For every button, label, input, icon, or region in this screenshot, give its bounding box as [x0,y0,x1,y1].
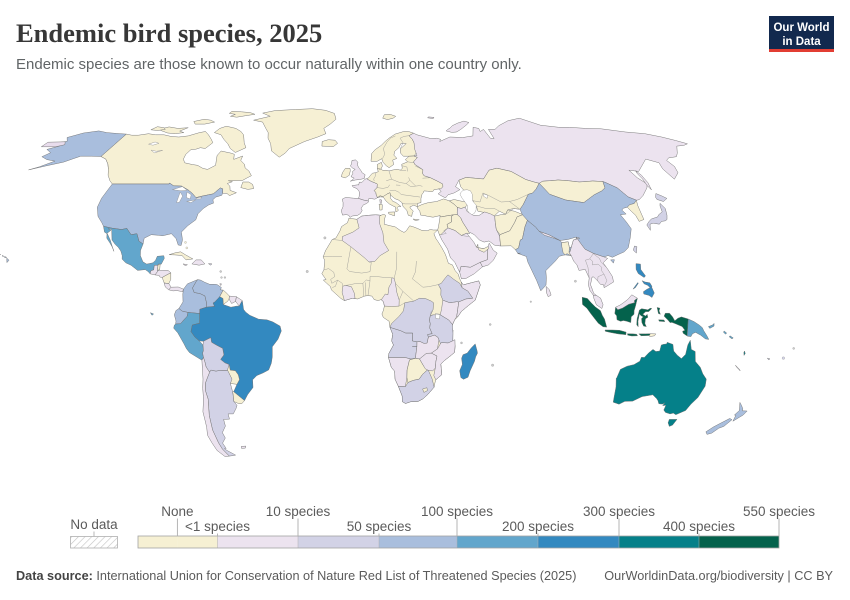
svg-text:300 species: 300 species [583,504,655,519]
svg-text:No data: No data [70,517,118,532]
svg-text:10 species: 10 species [266,504,331,519]
svg-text:<1 species: <1 species [185,519,250,534]
svg-text:550 species: 550 species [743,504,815,519]
svg-text:200 species: 200 species [502,519,574,534]
svg-text:400 species: 400 species [663,519,735,534]
svg-text:50 species: 50 species [347,519,412,534]
svg-text:None: None [161,504,193,519]
svg-text:100 species: 100 species [421,504,493,519]
